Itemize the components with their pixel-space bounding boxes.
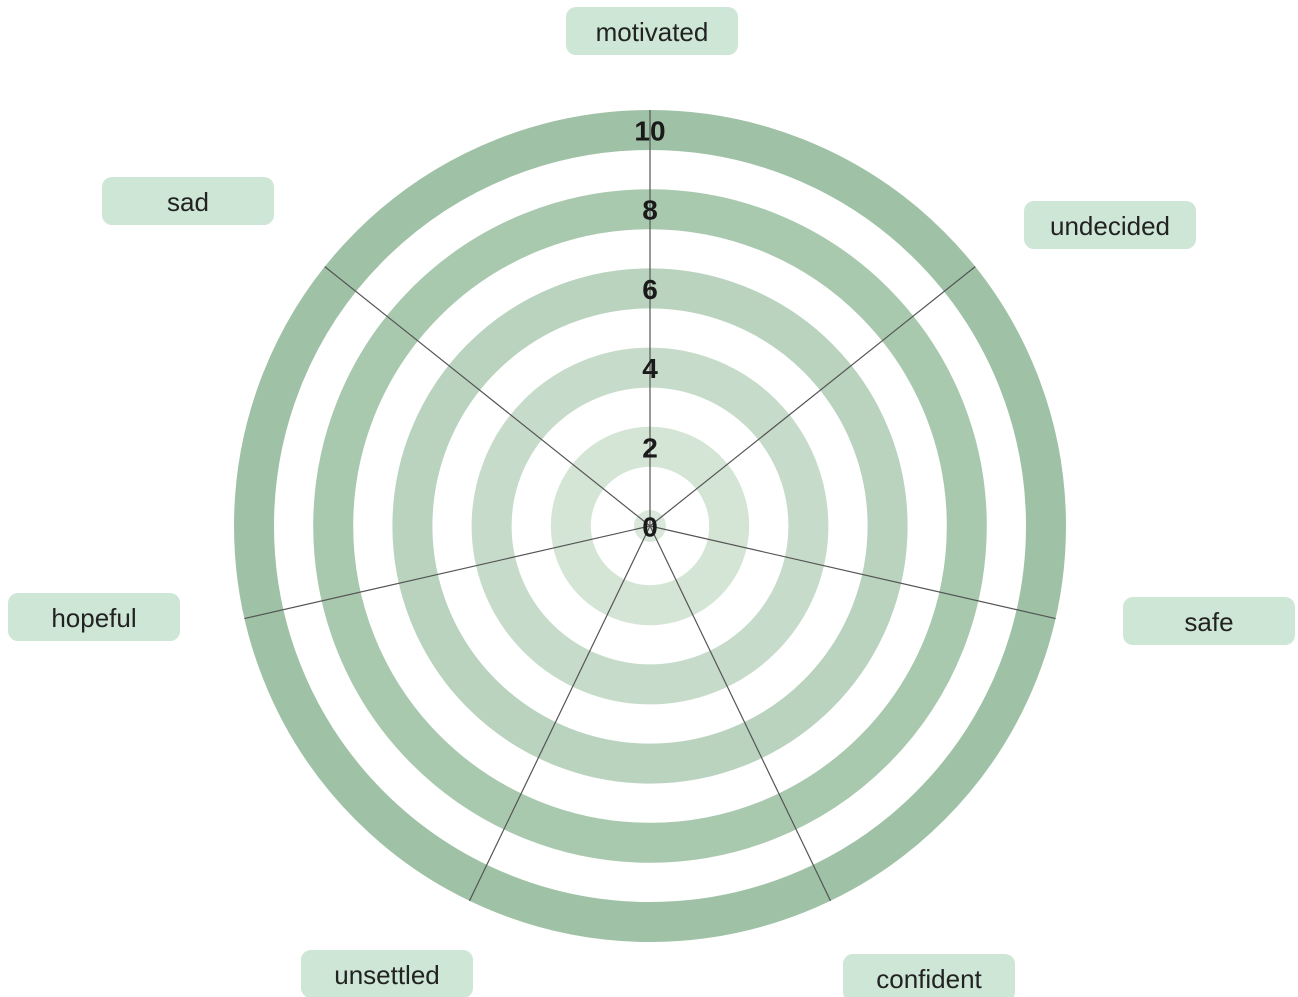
axis-spoke (649, 525, 832, 902)
category-box (843, 954, 1015, 997)
category-label: confident (876, 964, 982, 994)
category-box (301, 950, 473, 997)
axis-spoke (468, 525, 651, 902)
r-tick-label: 10 (634, 116, 665, 147)
category-box (102, 177, 274, 225)
category-label: sad (167, 187, 209, 217)
r-tick-label: 6 (642, 274, 658, 305)
axis-spoke (244, 525, 651, 620)
category-label: hopeful (51, 603, 136, 633)
r-tick-label: 8 (642, 195, 658, 226)
category-label: undecided (1050, 211, 1170, 241)
category-label: unsettled (334, 960, 440, 990)
axis-spoke (324, 266, 651, 527)
category-label: motivated (596, 17, 709, 47)
category-box (8, 593, 180, 641)
axis-spoke (649, 525, 1056, 620)
category-label: safe (1184, 607, 1233, 637)
r-tick-label: 2 (642, 432, 658, 463)
r-tick-label: 0 (642, 512, 658, 543)
r-tick-label: 4 (642, 353, 658, 384)
axis-spoke (649, 266, 976, 527)
category-box (566, 7, 738, 55)
category-box (1123, 597, 1295, 645)
category-box (1024, 201, 1196, 249)
